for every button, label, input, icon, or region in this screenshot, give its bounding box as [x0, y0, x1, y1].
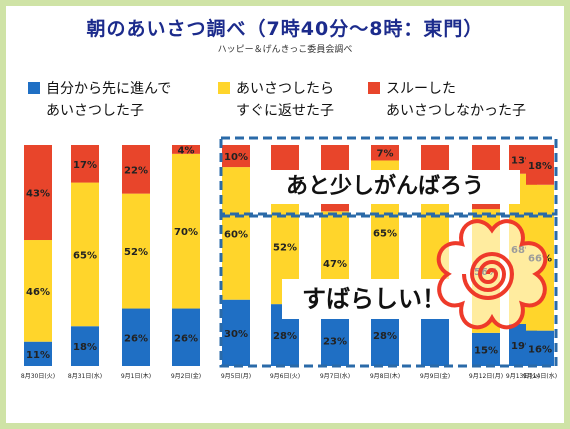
data-label: 7%: [377, 149, 394, 160]
x-tick-label: 9月14日(水): [523, 372, 557, 380]
bar-segment: [71, 326, 99, 366]
x-tick-label: 9月8日(木): [370, 372, 400, 380]
data-label: 56%: [474, 267, 498, 278]
data-label: 28%: [273, 331, 297, 342]
bar-segment: [122, 193, 150, 309]
data-label: 70%: [174, 227, 198, 238]
chart-title: 朝のあいさつ調べ（7時40分～8時：東門）: [86, 18, 484, 40]
data-label: 23%: [323, 337, 347, 348]
data-label: 52%: [273, 243, 297, 254]
data-label: 66%: [528, 254, 552, 265]
bar-segment: [24, 341, 52, 366]
x-tick-label: 8月31日(水): [68, 372, 102, 380]
x-tick-label: 9月12日(月): [469, 373, 503, 380]
x-tick-label: 9月13日(火): [506, 373, 540, 380]
legend-label-replied-1: あいさつしたら: [236, 81, 334, 97]
x-tick-label: 9月9日(金): [420, 372, 450, 380]
legend-label-ignored-1: スルーした: [386, 81, 456, 97]
legend-swatch-yellow: [218, 82, 230, 94]
bar-segment: [71, 182, 99, 327]
data-label: 26%: [174, 333, 198, 344]
data-label: 10%: [224, 152, 248, 163]
data-label: 46%: [26, 287, 50, 298]
data-label: 30%: [224, 329, 248, 340]
data-label: 47%: [323, 259, 347, 270]
x-tick-label: 9月1日(木): [121, 372, 151, 380]
data-label: 52%: [124, 247, 148, 258]
data-label: 17%: [73, 160, 97, 171]
x-tick-label: 8月30日(火): [21, 373, 55, 380]
bar-segment: [172, 308, 200, 366]
bar-segment: [122, 308, 150, 366]
legend-item-replied: あいさつしたら すぐに返せた子: [218, 78, 334, 122]
data-label: 4%: [178, 145, 195, 156]
chart-subtitle: ハッピー＆げんきっこ委員会調べ: [217, 45, 353, 55]
bar-segment: [71, 145, 99, 183]
data-label: 60%: [224, 229, 248, 240]
data-label: 15%: [474, 345, 498, 356]
legend-label-ignored-2: あいさつしなかった子: [386, 103, 526, 119]
legend-label-replied-2: すぐに返せた子: [236, 103, 334, 119]
legend-item-initiated: 自分から先に進んで あいさつした子: [28, 78, 171, 122]
data-label: 11%: [26, 350, 50, 361]
data-label: 18%: [528, 161, 552, 172]
data-label: 65%: [73, 250, 97, 261]
x-tick-label: 9月7日(水): [320, 372, 350, 380]
legend-label-initiated-1: 自分から先に進んで: [46, 81, 172, 97]
data-label: 26%: [124, 333, 148, 344]
x-tick-label: 9月5日(月): [221, 373, 251, 380]
legend-swatch-blue: [28, 82, 40, 94]
data-label: 16%: [528, 344, 552, 355]
bar-segment: [172, 153, 200, 309]
bar-segment: [122, 145, 150, 194]
annotation-wonderful: すばらしい！: [282, 279, 466, 319]
data-label: 28%: [373, 331, 397, 342]
data-label: 22%: [124, 165, 148, 176]
legend-label-initiated-2: あいさつした子: [46, 103, 144, 119]
data-label: 43%: [26, 189, 50, 200]
x-tick-label: 9月2日(金): [171, 372, 201, 380]
data-label: 65%: [373, 228, 397, 239]
legend-swatch-red: [368, 82, 380, 94]
x-tick-label: 9月6日(火): [270, 373, 300, 380]
data-label: 18%: [73, 342, 97, 353]
annotation-keep-trying: あと少しがんばろう: [250, 170, 520, 204]
legend-item-ignored: スルーした あいさつしなかった子: [368, 78, 526, 122]
bar-segment: [172, 145, 200, 154]
bar-segment: [24, 240, 52, 342]
bar-segment: [24, 145, 52, 241]
